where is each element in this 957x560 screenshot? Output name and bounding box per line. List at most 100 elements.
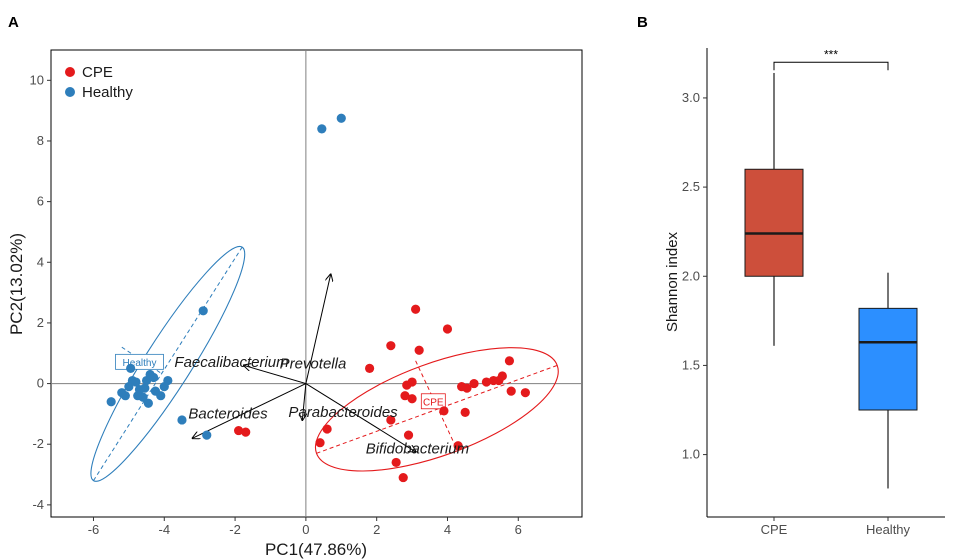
shannon-boxplot: 1.0 1.5 2.0 2.5 3.0 CPE Healthy *** Shannon i…	[664, 47, 945, 537]
box-x-ticks: CPE Healthy	[761, 517, 911, 537]
significance-bracket-line	[773, 61, 889, 71]
point-healthy	[163, 375, 173, 386]
pca-loadings	[193, 274, 416, 451]
point-cpe	[442, 324, 453, 334]
point-cpe	[414, 345, 424, 355]
point-cpe	[400, 391, 410, 401]
point-healthy	[126, 363, 136, 374]
point-cpe	[460, 407, 470, 417]
point-cpe	[234, 425, 244, 436]
pca-x-axis-title: PC1(47.86%)	[265, 540, 367, 559]
pca-plot-frame	[50, 49, 583, 518]
ellipse-label: Healthy	[123, 358, 157, 369]
point-cpe	[506, 386, 516, 396]
point-cpe	[398, 472, 408, 483]
ellipse-label: CPE	[423, 397, 444, 408]
point-cpe	[411, 304, 421, 314]
box-y-tick-label: 2.5	[682, 179, 700, 194]
pca-x-tick-label: 4	[444, 522, 451, 537]
loading-label-bacteroides: Bacteroides	[188, 405, 268, 422]
pca-y-tick-label: 0	[37, 376, 44, 391]
ellipse-minor-axis	[415, 360, 456, 445]
box-y-axis-title: Shannon index	[664, 231, 681, 332]
point-healthy	[317, 124, 327, 134]
point-cpe	[469, 378, 479, 389]
loading-arrow-bacteroides	[193, 383, 307, 439]
panel-b-label: B	[637, 14, 648, 31]
pca-y-tick-label: 8	[37, 133, 44, 148]
point-cpe	[407, 394, 417, 404]
loading-arrow-faecalibacterium	[244, 365, 307, 385]
point-cpe	[407, 377, 417, 387]
point-cpe	[322, 424, 332, 434]
box-healthy	[858, 307, 918, 411]
pca-y-axis-title: PC2(13.02%)	[7, 233, 26, 335]
point-cpe	[315, 438, 325, 448]
point-cpe	[241, 427, 251, 437]
legend-marker-cpe	[65, 67, 75, 77]
point-cpe	[481, 377, 492, 387]
pca-y-tick-label: -2	[32, 436, 44, 451]
pca-x-tick-label: -6	[88, 522, 100, 537]
point-cpe	[520, 388, 530, 398]
pca-legend: CPE Healthy	[65, 64, 133, 101]
box-y-tick-label: 2.0	[682, 268, 700, 283]
pca-biplot: -6 -4 -2 0 2 4 6 -4 -2 0 2 4 6 8 10 Healthy CPE Prevot…	[7, 49, 583, 559]
ellipse-label-box	[420, 393, 446, 410]
point-cpe	[403, 430, 414, 440]
significance-bracket: ***	[773, 47, 889, 71]
loading-label-parabacteroides: Parabacteroides	[288, 404, 398, 421]
point-cpe	[391, 457, 401, 468]
pca-y-tick-label: 4	[37, 254, 44, 269]
point-healthy	[336, 113, 346, 123]
legend-label-cpe: CPE	[82, 64, 113, 81]
point-cpe	[497, 371, 507, 381]
point-healthy	[198, 306, 208, 316]
loading-arrow-parabacteroides	[302, 383, 306, 420]
loading-arrow-prevotella	[305, 274, 331, 384]
point-healthy	[131, 377, 141, 387]
ellipse-major-axis	[316, 364, 558, 454]
pca-x-tick-label: -2	[229, 522, 241, 537]
box-x-tick-label: Healthy	[866, 522, 911, 537]
pca-y-tick-label: 2	[37, 315, 44, 330]
box-y-ticks: 1.0 1.5 2.0 2.5 3.0	[682, 90, 707, 462]
pca-y-ticks: -4 -2 0 2 4 6 8 10	[30, 72, 51, 512]
pca-y-tick-label: 6	[37, 194, 44, 209]
pca-y-tick-label: -4	[32, 497, 44, 512]
point-healthy	[156, 391, 166, 401]
legend-marker-healthy	[65, 87, 75, 97]
point-cpe	[386, 415, 396, 425]
pca-x-tick-label: -4	[158, 522, 170, 537]
pca-points	[106, 113, 530, 483]
box-cpe	[744, 168, 804, 277]
point-healthy	[177, 415, 187, 425]
pca-ellipses: Healthy CPE	[90, 245, 559, 482]
box-x-tick-label: CPE	[761, 522, 788, 537]
point-healthy	[149, 372, 159, 383]
point-cpe	[457, 382, 467, 392]
loading-arrow-bifidobacterium	[305, 383, 416, 452]
pca-x-tick-label: 6	[515, 522, 522, 537]
pca-x-tick-label: 2	[373, 522, 380, 537]
loading-label-faecalibacterium: Faecalibacterium	[174, 354, 288, 371]
point-cpe	[439, 406, 449, 416]
loading-label-prevotella: Prevotella	[280, 355, 347, 372]
legend-label-healthy: Healthy	[82, 84, 133, 101]
loading-label-bifidobacterium: Bifidobacterium	[366, 440, 469, 457]
pca-x-ticks: -6 -4 -2 0 2 4 6	[88, 517, 522, 537]
point-cpe	[504, 356, 515, 366]
box-y-tick-label: 1.5	[682, 357, 700, 372]
point-healthy	[133, 391, 143, 401]
pca-x-tick-label: 0	[302, 522, 309, 537]
point-healthy	[120, 391, 130, 401]
point-healthy	[106, 397, 116, 407]
box-y-tick-label: 3.0	[682, 90, 700, 105]
point-cpe	[453, 441, 463, 451]
boxes	[744, 72, 918, 489]
panel-a-label: A	[8, 14, 19, 31]
point-healthy	[140, 383, 150, 393]
box-y-tick-label: 1.0	[682, 447, 700, 462]
